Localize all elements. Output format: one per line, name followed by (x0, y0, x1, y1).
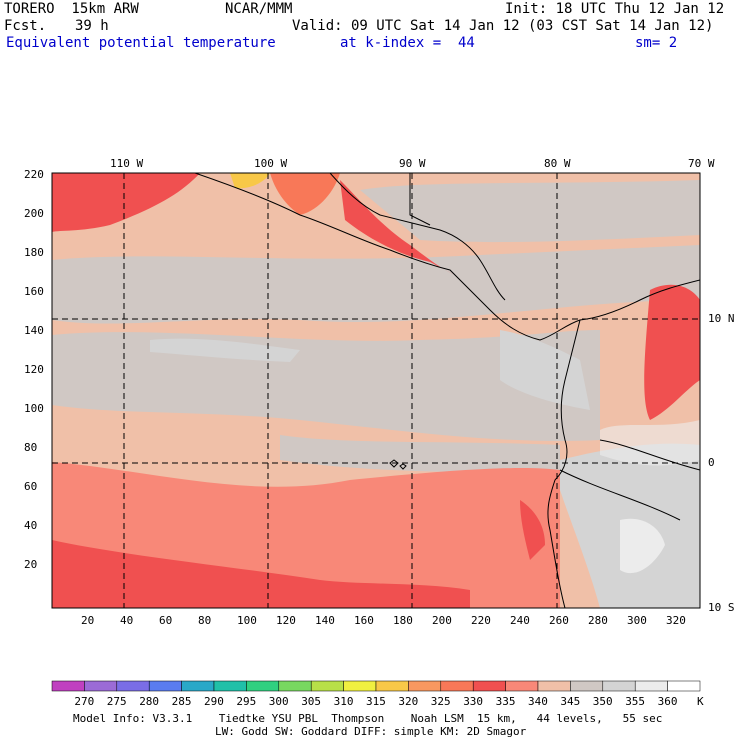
colorbar-swatch (148, 680, 182, 692)
colorbar-label: 270 (74, 695, 95, 708)
colorbar-swatch (278, 680, 312, 692)
level-info: at k-index = 44 (340, 35, 475, 51)
x-tick-label: 140 (315, 614, 335, 627)
colorbar-label: 360 (657, 695, 678, 708)
y-tick-label: 100 (24, 402, 44, 415)
y-tick-label: 120 (24, 363, 44, 376)
smoothing-info: sm= 2 (635, 35, 678, 51)
colorbar-label: 295 (236, 695, 257, 708)
x-tick-label: 40 (120, 614, 134, 627)
colorbar-swatch (375, 680, 409, 692)
model-title: TORERO 15km ARW (4, 1, 139, 17)
forecast-label: Fcst. (4, 18, 47, 34)
x-tick-label: 20 (81, 614, 95, 627)
lon-label-90w: 90 W (399, 157, 426, 170)
y-tick-label: 60 (24, 480, 38, 493)
colorbar-label: 280 (139, 695, 160, 708)
lat-label-0: 0 (708, 456, 715, 469)
colorbar-swatch (570, 680, 604, 692)
y-tick-label: 20 (24, 558, 38, 571)
colorbar-label: 300 (268, 695, 289, 708)
colorbar-swatch (116, 680, 150, 692)
lon-label-100w: 100 W (254, 157, 288, 170)
x-tick-label: 200 (432, 614, 452, 627)
colorbar-label: 350 (592, 695, 613, 708)
colorbar-swatch (310, 680, 344, 692)
colorbar-label: 340 (528, 695, 548, 708)
coastlines (194, 173, 700, 608)
lat-label-10n: 10 N (708, 312, 735, 325)
colorbar-swatch (343, 680, 377, 692)
lon-label-80w: 80 W (544, 157, 571, 170)
x-tick-label: 280 (588, 614, 608, 627)
colorbar-swatch (667, 680, 701, 692)
colorbar-label: 335 (495, 695, 516, 708)
x-tick-label: 100 (237, 614, 257, 627)
x-tick-label: 80 (198, 614, 212, 627)
x-tick-label: 220 (471, 614, 491, 627)
graticule (52, 173, 700, 608)
colorbar-swatch (51, 680, 85, 692)
colorbar-label: 275 (106, 695, 127, 708)
x-tick-label: 160 (354, 614, 374, 627)
colorbar-swatch (602, 680, 636, 692)
x-tick-label: 320 (666, 614, 686, 627)
colorbar-unit: K (697, 695, 704, 708)
center-label: NCAR/MMM (225, 1, 293, 17)
colorbar-label: 290 (204, 695, 224, 708)
valid-time: Valid: 09 UTC Sat 14 Jan 12 (03 CST Sat … (292, 18, 714, 34)
y-tick-label: 140 (24, 324, 44, 337)
y-tick-label: 40 (24, 519, 38, 532)
colorbar-label: 325 (430, 695, 451, 708)
x-tick-label: 60 (159, 614, 173, 627)
colorbar-label: 320 (398, 695, 419, 708)
y-tick-label: 80 (24, 441, 38, 454)
x-tick-label: 300 (627, 614, 647, 627)
colorbar-label: 285 (171, 695, 192, 708)
lon-label-110w: 110 W (110, 157, 144, 170)
field-name: Equivalent potential temperature (6, 35, 276, 51)
colorbar-swatch (213, 680, 247, 692)
map-frame (51, 172, 701, 609)
y-tick-label: 160 (24, 285, 44, 298)
colorbar-swatch (537, 680, 571, 692)
colorbar-swatch (246, 680, 280, 692)
colorbar-swatch (408, 680, 442, 692)
x-tick-label: 260 (549, 614, 569, 627)
y-tick-label: 220 (24, 168, 44, 181)
forecast-hour: 39 h (75, 18, 109, 34)
y-tick-label: 200 (24, 207, 44, 220)
temperature-field (52, 173, 700, 608)
colorbar-swatch (440, 680, 474, 692)
lat-label-10s: 10 S (708, 601, 735, 614)
x-tick-label: 120 (276, 614, 296, 627)
colorbar-swatch (505, 680, 539, 692)
colorbar-label: 330 (463, 695, 484, 708)
lon-label-70w: 70 W (688, 157, 715, 170)
colorbar-label: 305 (301, 695, 322, 708)
model-info: Model Info: V3.3.1 Tiedtke YSU PBL Thomp… (73, 712, 663, 725)
colorbar-label: 310 (333, 695, 354, 708)
physics-info: LW: Godd SW: Goddard DIFF: simple KM: 2D… (215, 725, 527, 738)
y-tick-label: 180 (24, 246, 44, 259)
colorbar-swatch (634, 680, 668, 692)
x-tick-label: 180 (393, 614, 413, 627)
init-time: Init: 18 UTC Thu 12 Jan 12 (505, 1, 725, 17)
colorbar-swatch (84, 680, 118, 692)
colorbar-label: 355 (625, 695, 646, 708)
x-tick-label: 240 (510, 614, 530, 627)
colorbar-label: 315 (366, 695, 386, 708)
colorbar-swatch (472, 680, 506, 692)
colorbar-label: 345 (560, 695, 581, 708)
colorbar-swatch (181, 680, 215, 692)
colorbar (51, 680, 701, 692)
